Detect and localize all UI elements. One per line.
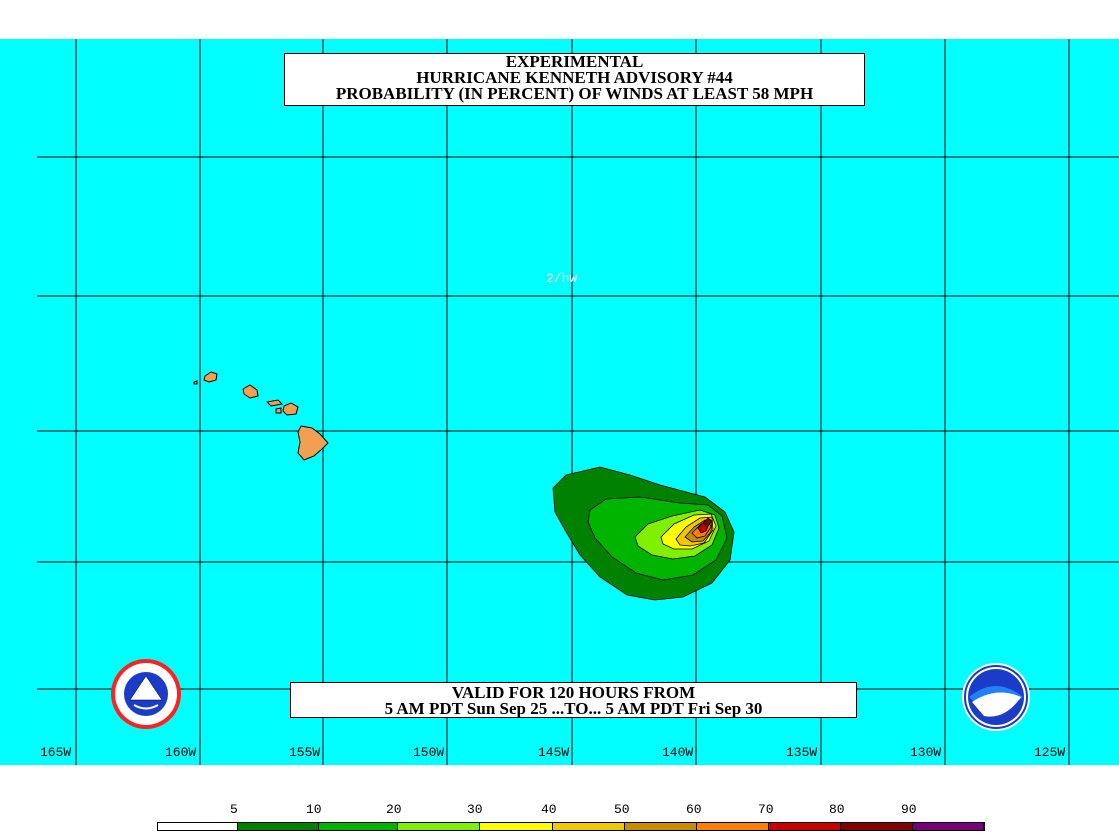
island-maui xyxy=(282,402,299,416)
title-line-3: PROBABILITY (IN PERCENT) OF WINDS AT LEA… xyxy=(335,84,814,103)
legend-swatch xyxy=(624,823,697,830)
title-box: EXPERIMENTAL HURRICANE KENNETH ADVISORY … xyxy=(284,53,865,106)
hawaiian-islands xyxy=(193,371,329,461)
valid-period-box: VALID FOR 120 HOURS FROM 5 AM PDT Sun Se… xyxy=(290,682,857,718)
legend-tick-50: 50 xyxy=(614,802,630,817)
legend-tick-30: 30 xyxy=(467,802,483,817)
island-oahu xyxy=(242,384,259,399)
legend-swatch xyxy=(553,823,625,830)
island-kauai xyxy=(203,371,218,383)
noaa-logo xyxy=(962,663,1030,731)
probability-contours xyxy=(552,466,735,601)
lon-label-130w: 130W xyxy=(910,745,942,760)
legend-swatch xyxy=(318,823,399,830)
legend-swatch xyxy=(696,823,769,830)
legend-swatch xyxy=(398,823,481,830)
contour-80-90 xyxy=(702,517,713,528)
legend-swatch xyxy=(158,823,238,830)
lon-label-150w: 150W xyxy=(413,745,445,760)
legend-color-bar xyxy=(157,822,985,831)
title-line-2: HURRICANE KENNETH ADVISORY #44 xyxy=(416,68,733,87)
lon-label-140w: 140W xyxy=(662,745,694,760)
nws-seal-logo xyxy=(111,659,181,729)
island-niihau xyxy=(193,380,198,385)
legend-tick-90: 90 xyxy=(901,802,917,817)
island-lanai xyxy=(275,407,282,414)
legend-tick-80: 80 xyxy=(829,802,845,817)
legend-tick-20: 20 xyxy=(386,802,402,817)
legend-tick-70: 70 xyxy=(758,802,774,817)
island-molokai xyxy=(265,399,284,407)
valid-line-1: VALID FOR 120 HOURS FROM xyxy=(451,683,696,702)
legend-swatch xyxy=(768,823,842,830)
lon-label-125w: 125W xyxy=(1034,745,1066,760)
lon-label-155w: 155W xyxy=(289,745,321,760)
lon-label-160w: 160W xyxy=(165,745,197,760)
ocean-background xyxy=(0,39,1119,765)
legend-tick-60: 60 xyxy=(686,802,702,817)
valid-line-2: 5 AM PDT Sun Sep 25 ...TO... 5 AM PDT Fr… xyxy=(384,699,763,718)
lon-label-165w: 165W xyxy=(40,745,72,760)
island-hawaii xyxy=(297,425,329,461)
lon-label-135w: 135W xyxy=(786,745,818,760)
legend-swatch xyxy=(913,823,985,830)
lon-label-145w: 145W xyxy=(538,745,570,760)
legend-swatch xyxy=(237,823,319,830)
legend-swatch xyxy=(841,823,914,830)
legend-tick-10: 10 xyxy=(306,802,322,817)
legend-tick-40: 40 xyxy=(541,802,557,817)
map-note: 2/hw xyxy=(546,271,578,286)
legend-tick-5: 5 xyxy=(230,802,238,817)
legend-swatch xyxy=(480,823,554,830)
title-line-1: EXPERIMENTAL xyxy=(505,52,644,71)
